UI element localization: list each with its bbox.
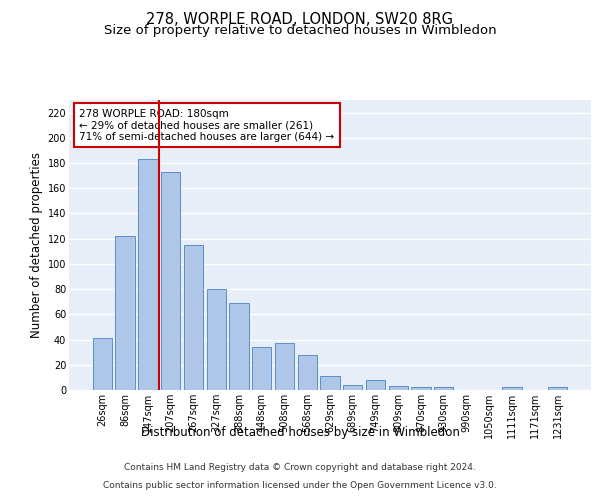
- Bar: [138, 160, 158, 390]
- Bar: [184, 245, 203, 390]
- Bar: [434, 388, 454, 390]
- Y-axis label: Number of detached properties: Number of detached properties: [31, 152, 43, 338]
- Bar: [275, 344, 294, 390]
- Text: 278 WORPLE ROAD: 180sqm
← 29% of detached houses are smaller (261)
71% of semi-d: 278 WORPLE ROAD: 180sqm ← 29% of detache…: [79, 108, 335, 142]
- Text: Distribution of detached houses by size in Wimbledon: Distribution of detached houses by size …: [140, 426, 460, 439]
- Bar: [412, 388, 431, 390]
- Bar: [502, 388, 522, 390]
- Bar: [161, 172, 181, 390]
- Text: Contains public sector information licensed under the Open Government Licence v3: Contains public sector information licen…: [103, 481, 497, 490]
- Bar: [93, 338, 112, 390]
- Text: 278, WORPLE ROAD, LONDON, SW20 8RG: 278, WORPLE ROAD, LONDON, SW20 8RG: [146, 12, 454, 28]
- Bar: [343, 385, 362, 390]
- Bar: [229, 303, 248, 390]
- Bar: [115, 236, 135, 390]
- Bar: [298, 354, 317, 390]
- Bar: [320, 376, 340, 390]
- Text: Size of property relative to detached houses in Wimbledon: Size of property relative to detached ho…: [104, 24, 496, 37]
- Bar: [366, 380, 385, 390]
- Bar: [252, 347, 271, 390]
- Bar: [206, 289, 226, 390]
- Text: Contains HM Land Registry data © Crown copyright and database right 2024.: Contains HM Land Registry data © Crown c…: [124, 464, 476, 472]
- Bar: [389, 386, 408, 390]
- Bar: [548, 388, 567, 390]
